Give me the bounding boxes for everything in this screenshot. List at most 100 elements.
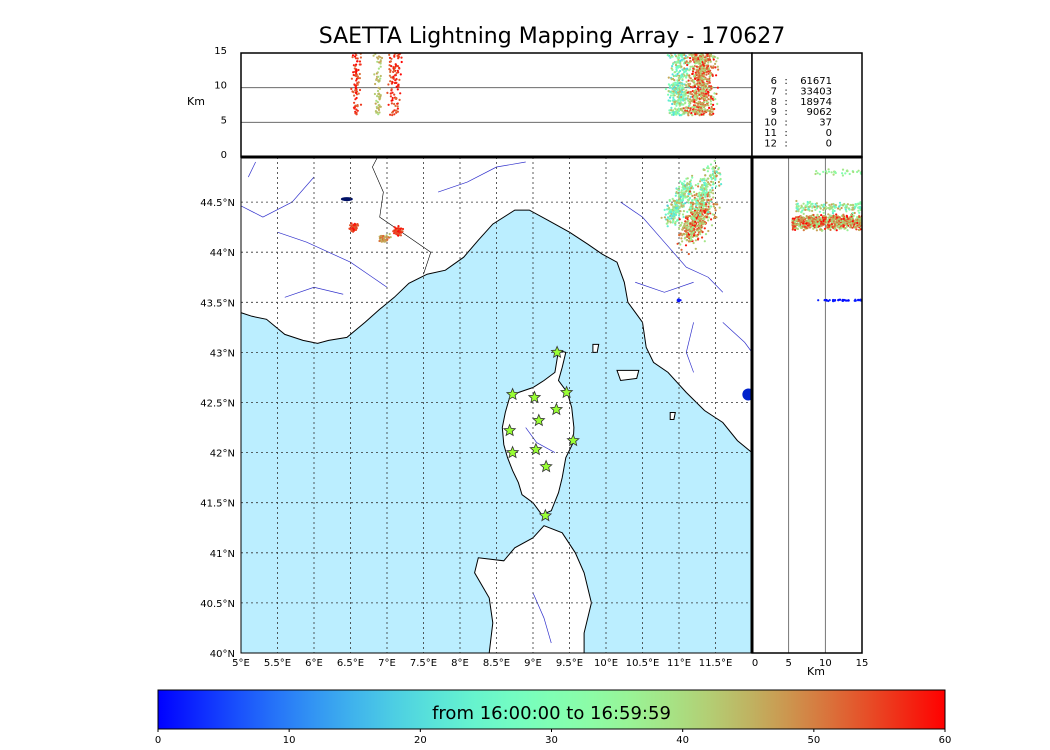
lightning-point: [708, 85, 711, 88]
lightning-point: [685, 190, 688, 193]
lightning-point: [810, 221, 813, 224]
lightning-point: [707, 109, 710, 112]
lightning-point: [713, 167, 716, 170]
lightning-point: [399, 92, 402, 95]
lightning-point: [701, 97, 704, 100]
lightning-point: [350, 77, 353, 80]
lightning-point: [687, 252, 690, 256]
lightning-point: [670, 113, 674, 116]
lightning-point: [689, 65, 692, 68]
lightning-point: [840, 227, 843, 230]
lightning-point: [808, 219, 812, 222]
lightning-point: [693, 100, 696, 103]
lightning-point: [849, 226, 852, 229]
lightning-point: [703, 60, 706, 63]
lightning-point: [671, 99, 675, 102]
lightning-point: [678, 102, 681, 105]
lightning-point: [355, 63, 358, 66]
lightning-point: [700, 194, 703, 197]
lightning-point: [692, 241, 695, 245]
lightning-point: [702, 81, 705, 84]
river-8: [525, 427, 556, 453]
lightning-point: [852, 170, 855, 174]
lightning-point: [379, 62, 382, 65]
lightning-point: [702, 201, 705, 204]
lightning-point: [682, 187, 685, 190]
lightning-point: [664, 213, 667, 216]
station-star-icon: [549, 402, 564, 416]
lightning-point: [674, 111, 678, 114]
lightning-point: [838, 208, 842, 211]
lightning-point: [694, 106, 697, 109]
lightning-point: [398, 67, 401, 70]
lightning-point: [691, 114, 694, 117]
lightning-point: [669, 209, 672, 212]
lightning-point: [706, 100, 709, 104]
lightning-point: [705, 198, 708, 201]
lightning-point: [667, 93, 670, 96]
lightning-point: [798, 225, 801, 228]
lightning-point: [689, 68, 692, 71]
lightning-point: [807, 207, 810, 210]
lightning-point: [389, 60, 392, 63]
lightning-point: [358, 88, 362, 92]
lightning-point: [794, 223, 797, 226]
lightning-point: [679, 232, 682, 235]
lightning-point: [689, 203, 693, 206]
lightning-point: [682, 202, 685, 205]
lightning-point: [714, 98, 717, 101]
lightning-point: [682, 107, 685, 110]
lightning-point: [705, 92, 708, 95]
lightning-point: [680, 76, 683, 79]
lightning-point: [704, 196, 707, 199]
lightning-point: [819, 207, 822, 210]
lightning-point: [715, 92, 718, 95]
lightning-point: [685, 215, 688, 218]
lon-tick-label: 6.5°E: [337, 658, 364, 669]
lightning-point: [833, 205, 836, 208]
lightning-point: [841, 298, 845, 301]
lat-tick-label: 43.5°N: [200, 298, 235, 309]
lightning-point: [697, 92, 700, 95]
lightning-point: [706, 90, 710, 93]
lightning-point: [690, 79, 693, 82]
lightning-point: [855, 228, 858, 231]
lightning-point: [701, 196, 704, 199]
lightning-point: [821, 229, 824, 232]
lightning-point: [841, 204, 844, 207]
lightning-point: [698, 213, 702, 216]
lightning-point: [675, 68, 678, 71]
station-star-icon: [538, 508, 553, 522]
altitude-tick-label: 5: [221, 115, 227, 126]
lightning-point: [703, 85, 706, 88]
colorbar-tick-label: 40: [676, 735, 689, 746]
lightning-point: [851, 204, 854, 207]
lightning-point: [845, 299, 848, 302]
lightning-point: [800, 224, 803, 227]
lightning-point: [827, 168, 830, 171]
lightning-point: [689, 209, 692, 212]
lightning-point: [712, 58, 715, 61]
lightning-point: [670, 109, 673, 112]
lightning-point: [704, 191, 708, 194]
lightning-point: [687, 99, 690, 103]
lightning-point: [390, 65, 393, 68]
lightning-point: [688, 53, 691, 56]
lightning-point: [703, 62, 706, 65]
lightning-point: [354, 98, 357, 101]
lightning-point: [686, 187, 689, 190]
lightning-point: [845, 210, 848, 213]
lightning-point: [673, 71, 676, 74]
lightning-point: [795, 219, 798, 222]
lightning-point: [688, 185, 691, 188]
lightning-point: [677, 88, 680, 91]
lightning-point: [696, 233, 700, 236]
lightning-point: [395, 78, 398, 81]
river-7: [722, 322, 752, 353]
lightning-point: [697, 203, 700, 206]
lightning-point: [691, 226, 695, 229]
lightning-point: [683, 57, 686, 60]
lightning-point: [698, 70, 702, 73]
lightning-point: [705, 73, 708, 76]
lightning-point: [704, 78, 707, 81]
